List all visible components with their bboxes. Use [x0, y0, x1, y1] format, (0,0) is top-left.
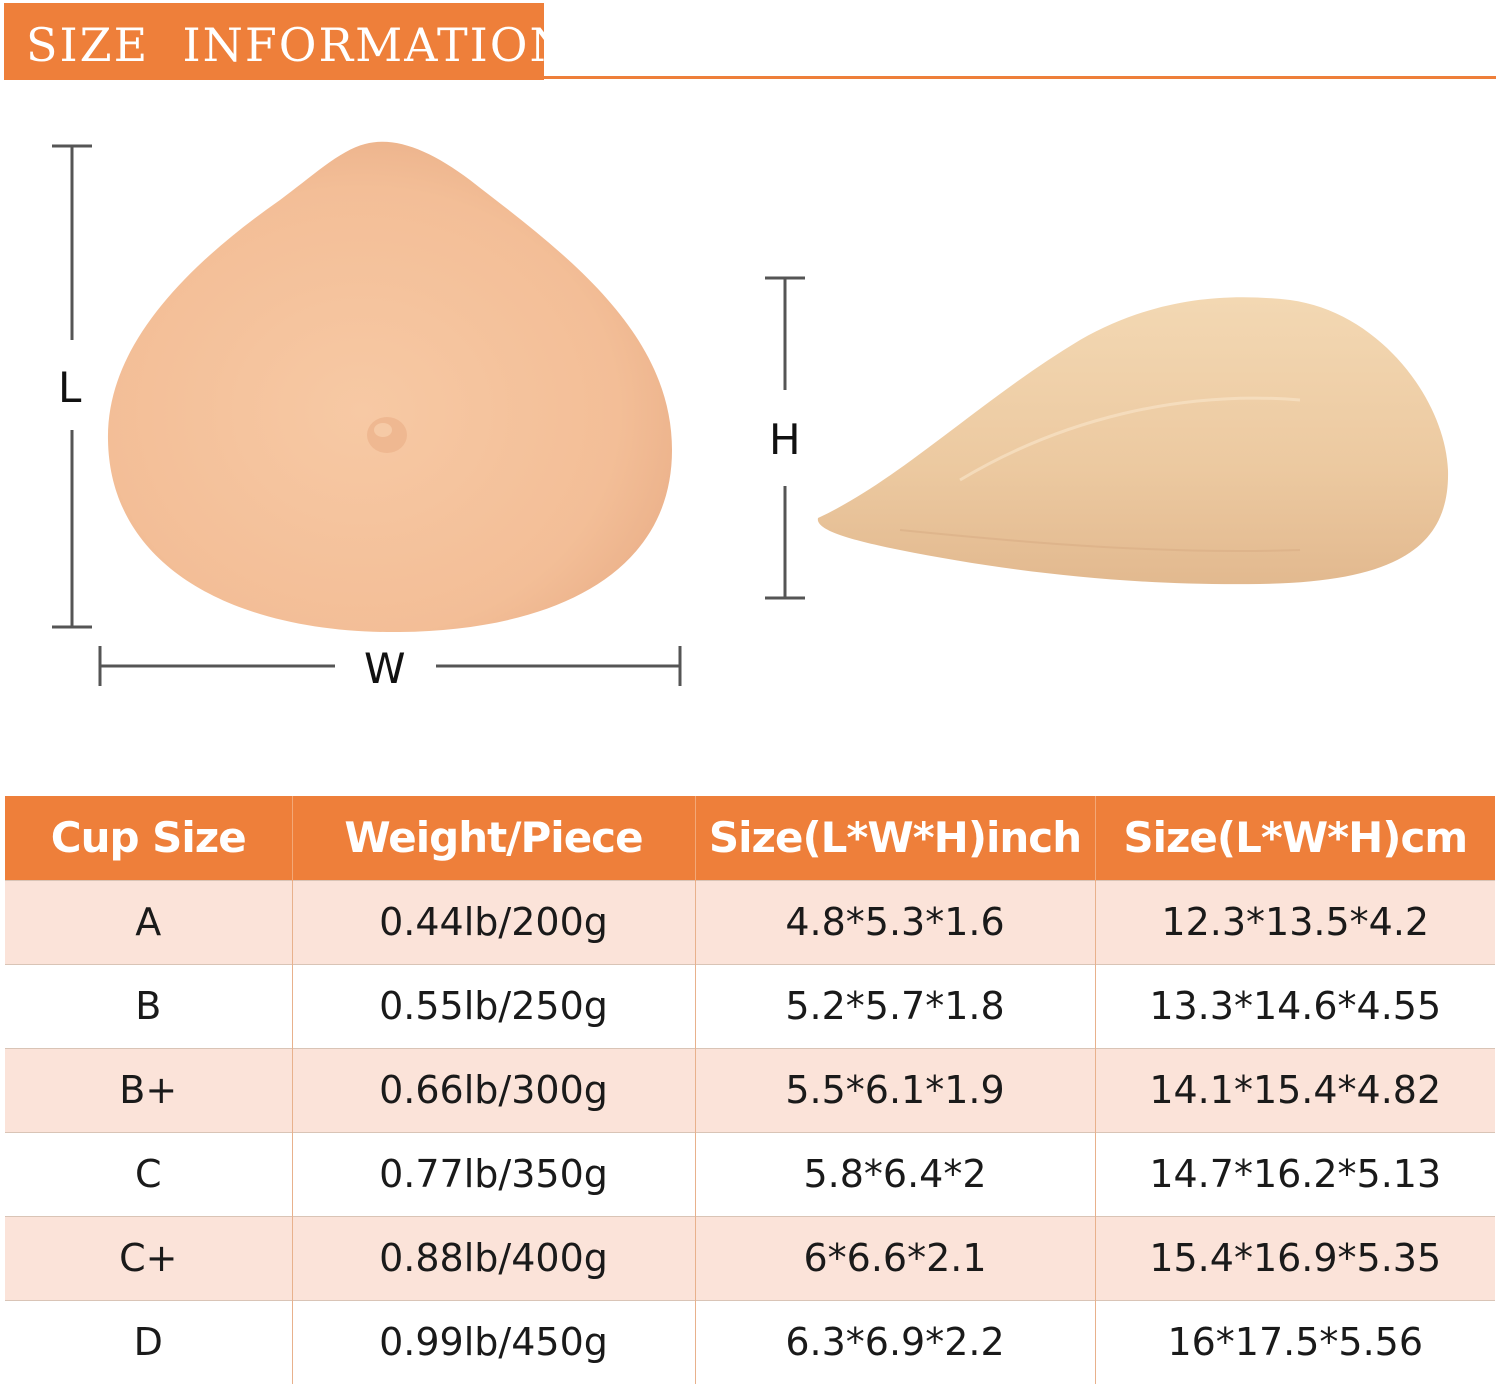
width-label: W	[364, 644, 406, 693]
cell-weight: 0.88lb/400g	[292, 1216, 696, 1300]
cell-size-inch: 4.8*5.3*1.6	[695, 880, 1096, 964]
cell-weight: 0.99lb/450g	[292, 1300, 696, 1384]
cell-size-cm: 16*17.5*5.56	[1167, 1320, 1424, 1365]
cell-weight: 0.66lb/300g	[292, 1048, 696, 1132]
cell-cup-size: C	[5, 1132, 293, 1216]
table-header-row: Cup Size Weight/Piece Size(L*W*H)inch Si…	[5, 796, 1495, 880]
dimension-figure: L W H	[0, 100, 1500, 720]
cell-weight: 0.77lb/350g	[292, 1132, 696, 1216]
cell-size-inch: 5.8*6.4*2	[695, 1132, 1096, 1216]
cell-size-cm: 13.3*14.6*4.55	[1149, 984, 1442, 1028]
section-title-tab: SIZE INFORMATION	[4, 3, 570, 80]
cell-weight: 0.44lb/200g	[292, 880, 696, 964]
table-row: B+ 0.66lb/300g 5.5*6.1*1.9 14.1*15.4*4.8…	[5, 1048, 1495, 1132]
cell-weight: 0.55lb/250g	[292, 964, 696, 1048]
length-label: L	[58, 363, 82, 412]
header-size-cm: Size(L*W*H)cm	[1123, 813, 1468, 863]
cell-cup-size: B+	[5, 1048, 293, 1132]
cell-size-inch: 5.5*6.1*1.9	[695, 1048, 1096, 1132]
cell-size-inch: 5.2*5.7*1.8	[695, 964, 1096, 1048]
cell-size-cm: 14.7*16.2*5.13	[1149, 1152, 1442, 1196]
cell-size-cm: 14.1*15.4*4.82	[1149, 1068, 1442, 1112]
table-row: D 0.99lb/450g 6.3*6.9*2.2 16*17.5*5.56	[5, 1300, 1495, 1384]
dimension-illustration	[52, 141, 1449, 686]
cell-size-cm: 15.4*16.9*5.35	[1149, 1236, 1442, 1280]
cell-cup-size: D	[5, 1300, 293, 1384]
header-cup-size: Cup Size	[5, 796, 293, 880]
header-size-inch: Size(L*W*H)inch	[695, 796, 1096, 880]
title-underline	[540, 76, 1496, 79]
cell-cup-size: B	[5, 964, 293, 1048]
cell-size-cm: 12.3*13.5*4.2	[1161, 900, 1430, 944]
section-title: SIZE INFORMATION	[26, 18, 572, 72]
table-row: A 0.44lb/200g 4.8*5.3*1.6 12.3*13.5*4.2	[5, 880, 1495, 964]
table-row: B 0.55lb/250g 5.2*5.7*1.8 13.3*14.6*4.55	[5, 964, 1495, 1048]
cell-cup-size: A	[5, 880, 293, 964]
height-label: H	[769, 415, 801, 464]
width-dimension-line	[98, 646, 682, 686]
front-view-shape	[107, 141, 673, 633]
height-dimension-line	[765, 276, 805, 600]
cell-cup-size: C+	[5, 1216, 293, 1300]
length-dimension-line	[52, 144, 92, 629]
cell-size-inch: 6.3*6.9*2.2	[695, 1300, 1096, 1384]
size-table: Cup Size Weight/Piece Size(L*W*H)inch Si…	[5, 796, 1495, 1384]
side-view-shape	[817, 297, 1449, 585]
table-row: C+ 0.88lb/400g 6*6.6*2.1 15.4*16.9*5.35	[5, 1216, 1495, 1300]
cell-size-inch: 6*6.6*2.1	[695, 1216, 1096, 1300]
table-row: C 0.77lb/350g 5.8*6.4*2 14.7*16.2*5.13	[5, 1132, 1495, 1216]
header-weight: Weight/Piece	[292, 796, 696, 880]
